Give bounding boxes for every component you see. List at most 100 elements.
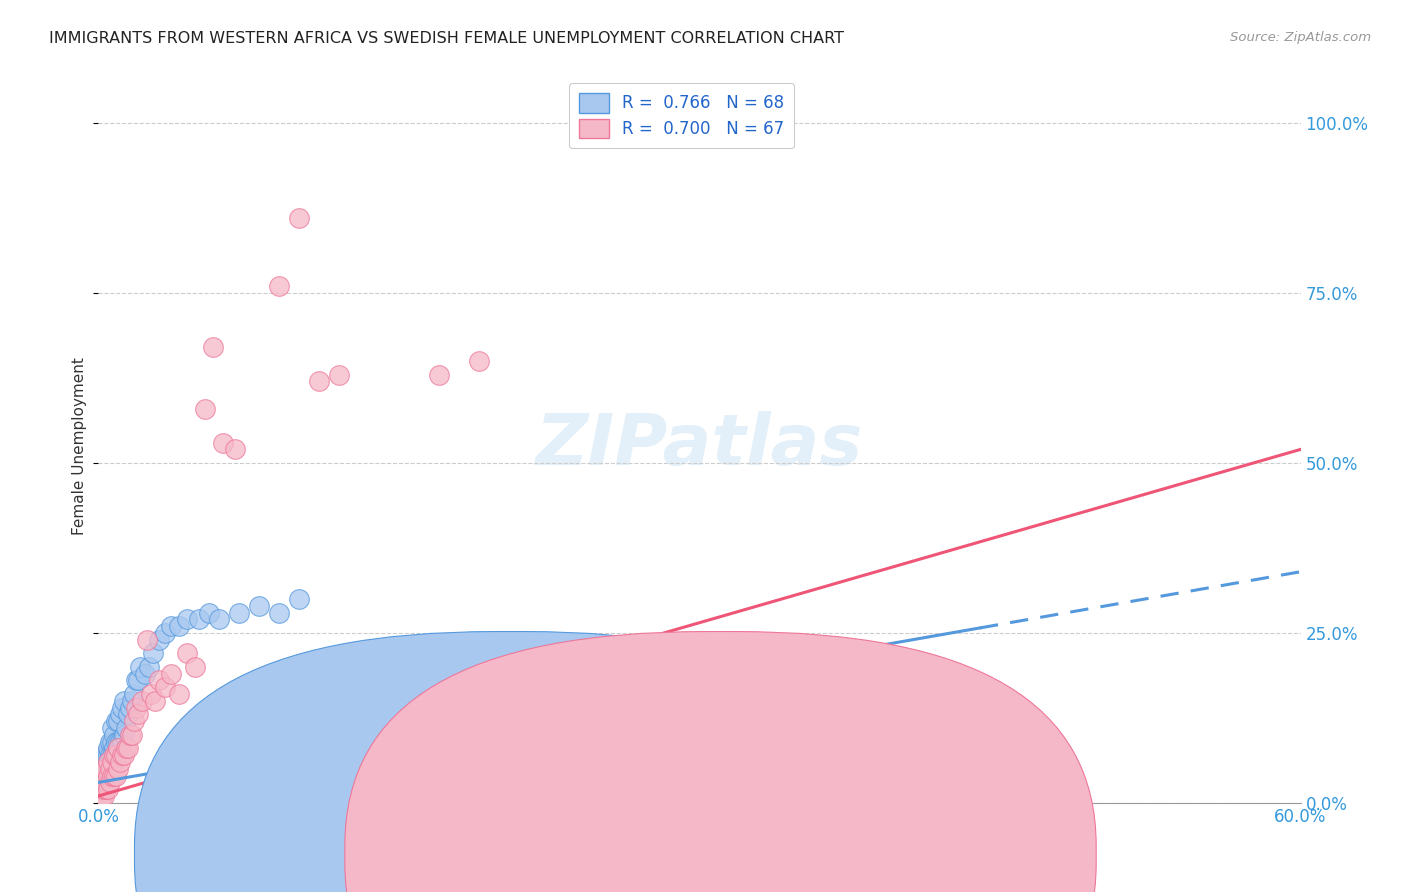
Point (103, 741, 125, 756)
Point (267, 606, 290, 620)
Point (689, 769, 711, 783)
Point (89, 782, 111, 797)
Point (111, 734, 134, 748)
Point (96, 775, 118, 789)
Point (120, 728, 142, 742)
Point (89, 782, 111, 797)
Point (107, 734, 129, 748)
Text: Immigrants from Western Africa: Immigrants from Western Africa (457, 853, 702, 868)
Point (224, 442, 246, 457)
Point (128, 707, 150, 722)
Point (101, 734, 124, 748)
Point (101, 755, 124, 769)
Point (568, 769, 591, 783)
Point (93, 762, 115, 776)
Point (96, 769, 118, 783)
Point (176, 612, 198, 626)
Point (211, 435, 233, 450)
Point (100, 748, 122, 763)
Point (105, 748, 128, 763)
Point (134, 666, 156, 681)
Point (110, 734, 132, 748)
Point (110, 755, 132, 769)
Text: ZIPatlas: ZIPatlas (536, 411, 863, 481)
Point (769, 680, 792, 694)
Point (93, 755, 115, 769)
Point (120, 700, 142, 714)
Point (187, 612, 209, 626)
Point (101, 769, 124, 783)
Point (194, 401, 217, 416)
Point (125, 700, 148, 714)
Point (89, 769, 111, 783)
Point (114, 728, 136, 742)
Point (468, 354, 491, 368)
Point (288, 591, 311, 606)
Point (103, 769, 125, 783)
Point (100, 762, 122, 776)
Point (96, 755, 118, 769)
Point (176, 646, 198, 660)
Point (89, 789, 111, 803)
Point (105, 734, 128, 748)
Point (129, 660, 152, 674)
Point (159, 619, 181, 633)
Text: IMMIGRANTS FROM WESTERN AFRICA VS SWEDISH FEMALE UNEMPLOYMENT CORRELATION CHART: IMMIGRANTS FROM WESTERN AFRICA VS SWEDIS… (49, 31, 844, 46)
Point (197, 606, 219, 620)
Point (96, 748, 118, 763)
Point (121, 728, 143, 742)
Point (93, 762, 115, 776)
Point (96, 762, 118, 776)
Point (97, 769, 120, 783)
Point (91, 782, 114, 797)
Point (111, 748, 134, 763)
Point (110, 707, 132, 722)
Point (91, 782, 114, 797)
Point (93, 769, 115, 783)
Point (148, 632, 170, 647)
Point (114, 748, 136, 763)
Point (101, 762, 124, 776)
Point (97, 769, 120, 783)
Point (131, 694, 153, 708)
Point (111, 700, 134, 714)
Point (97, 748, 120, 763)
Point (114, 694, 136, 708)
Point (101, 748, 124, 763)
Point (97, 741, 120, 756)
Point (105, 748, 128, 763)
Point (101, 721, 124, 735)
Point (167, 687, 190, 701)
Point (96, 762, 118, 776)
Point (125, 673, 148, 688)
Point (105, 714, 128, 729)
Point (107, 762, 129, 776)
Text: Swedes: Swedes (754, 853, 813, 868)
Point (93, 789, 115, 803)
Point (96, 775, 118, 789)
Point (115, 741, 138, 756)
Point (89, 775, 111, 789)
Point (141, 646, 163, 660)
Point (100, 734, 122, 748)
Point (97, 762, 120, 776)
Point (159, 666, 181, 681)
Point (103, 755, 125, 769)
Point (628, 755, 651, 769)
Point (247, 599, 270, 613)
Point (115, 721, 138, 735)
Point (135, 632, 157, 647)
Point (124, 687, 146, 701)
FancyBboxPatch shape (135, 632, 886, 892)
Point (91, 769, 114, 783)
Point (97, 782, 120, 797)
Point (148, 673, 170, 688)
Point (93, 775, 115, 789)
Point (228, 606, 250, 620)
Point (100, 762, 122, 776)
Point (100, 769, 122, 783)
Point (103, 728, 125, 742)
Point (388, 680, 411, 694)
Y-axis label: Female Unemployment: Female Unemployment (72, 357, 87, 535)
Point (124, 714, 146, 729)
